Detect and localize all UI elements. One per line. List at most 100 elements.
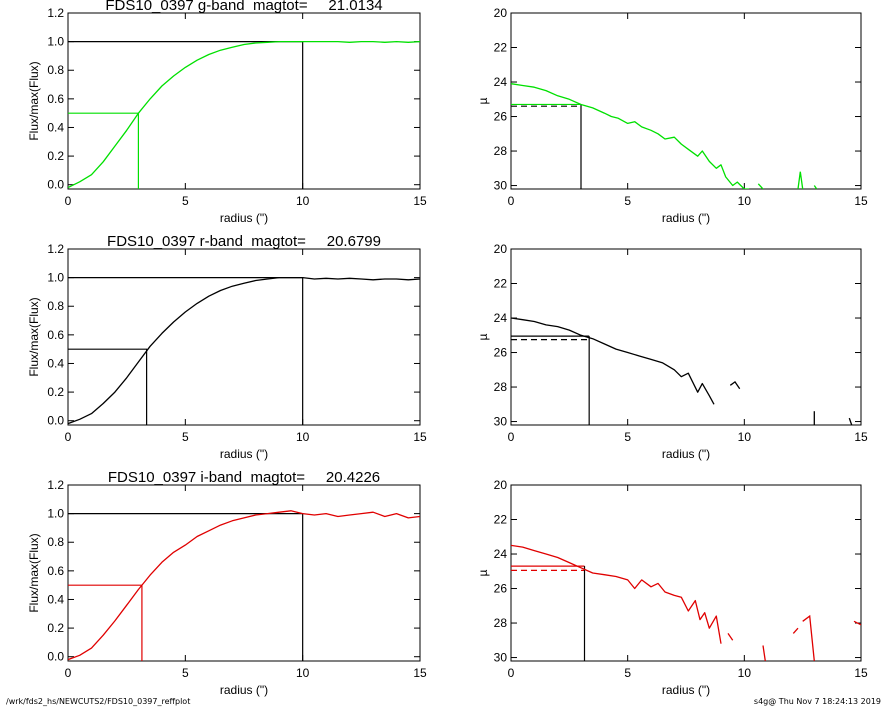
y-tick-label: 0.6 <box>47 92 64 106</box>
y-tick-label: 0.0 <box>47 650 64 664</box>
y-tick-label: 1.2 <box>47 6 64 20</box>
x-tick-label: 10 <box>296 194 310 208</box>
plot-area <box>511 544 861 661</box>
y-tick-label: 0.2 <box>47 621 64 635</box>
series-segment-i-band <box>802 614 815 661</box>
y-tick-label: 22 <box>494 513 508 527</box>
y-tick-label: 26 <box>494 346 508 360</box>
y-tick-label: 28 <box>494 380 508 394</box>
x-axis-label: radius (") <box>662 211 710 225</box>
x-tick-label: 15 <box>413 430 427 444</box>
y-tick-label: 0.2 <box>47 149 64 163</box>
x-tick-label: 5 <box>624 666 631 680</box>
series-segment-i-band <box>853 620 861 626</box>
x-axis-label: radius (") <box>220 211 268 225</box>
plot-area <box>68 510 420 661</box>
series-segment-i-band <box>762 645 766 661</box>
y-tick-label: 28 <box>494 616 508 630</box>
series-segment-r-band <box>848 417 853 425</box>
panel-r-surface-brightness: 0 5 10 15 20 22 24 26 28 30 radius (") µ <box>476 242 868 461</box>
y-axis-label: Flux/max(Flux) <box>27 297 41 376</box>
chart-title: FDS10_0397 r-band magtot= 20.6799 <box>107 233 381 250</box>
y-axis-label: Flux/max(Flux) <box>27 61 41 140</box>
half-light-line <box>68 348 148 425</box>
plot-frame <box>510 484 862 662</box>
y-tick-label: 22 <box>494 277 508 291</box>
total-radius-line <box>68 41 304 189</box>
footer-file-path: /wrk/fds2_hs/NEWCUTS2/FDS10_0397_reffplo… <box>6 697 191 706</box>
y-tick-label: 26 <box>494 582 508 596</box>
x-tick-label: 15 <box>854 666 868 680</box>
series-line-r-band <box>511 317 715 405</box>
total-radius-line <box>68 513 304 661</box>
y-tick-label: 1.2 <box>47 242 64 256</box>
x-tick-label: 5 <box>624 430 631 444</box>
y-tick-label: 28 <box>494 144 508 158</box>
x-tick-label: 15 <box>854 430 868 444</box>
plot-frame <box>67 248 421 426</box>
half-light-line <box>68 584 143 661</box>
panel-r-growth-curve: 0 5 10 15 0.0 0.2 0.4 0.6 0.8 1.0 1.2 radius (") Flu… <box>27 233 427 461</box>
panel-g-growth-curve: 0 5 10 15 0.0 0.2 0.4 0.6 0.8 1.0 1.2 radius (") Flu… <box>27 0 427 225</box>
y-tick-label: 1.2 <box>47 478 64 492</box>
y-tick-label: 24 <box>494 311 508 325</box>
half-light-line <box>68 112 139 189</box>
y-tick-label: 0.8 <box>47 299 64 313</box>
plot-frame <box>67 484 421 662</box>
x-tick-label: 15 <box>413 194 427 208</box>
plot-area <box>511 83 818 189</box>
y-tick-label: 22 <box>494 41 508 55</box>
chart-title: FDS10_0397 g-band magtot= 21.0134 <box>105 0 382 14</box>
chart-title: FDS10_0397 i-band magtot= 20.4226 <box>108 469 380 486</box>
series-line-r-band <box>68 276 420 425</box>
y-axis-label: µ <box>476 97 490 104</box>
y-tick-label: 30 <box>494 415 508 429</box>
y-tick-label: 20 <box>494 478 508 492</box>
x-tick-label: 0 <box>508 430 515 444</box>
y-tick-label: 0.4 <box>47 356 64 370</box>
plot-frame <box>510 12 862 190</box>
y-tick-label: 0.4 <box>47 120 64 134</box>
footer-timestamp: s4g@ Thu Nov 7 18:24:13 2019 <box>753 697 881 706</box>
series-segment-i-band <box>727 633 734 641</box>
y-tick-label: 30 <box>494 179 508 193</box>
y-tick-label: 30 <box>494 651 508 665</box>
x-tick-label: 10 <box>738 430 752 444</box>
y-tick-label: 24 <box>494 547 508 561</box>
x-tick-label: 0 <box>508 194 515 208</box>
y-tick-label: 20 <box>494 6 508 20</box>
series-segment-i-band <box>792 627 799 634</box>
x-tick-label: 15 <box>413 666 427 680</box>
y-tick-label: 0.6 <box>47 564 64 578</box>
x-axis-label: radius (") <box>662 447 710 461</box>
y-tick-label: 20 <box>494 242 508 256</box>
x-axis-label: radius (") <box>662 683 710 697</box>
y-tick-label: 1.0 <box>47 35 64 49</box>
x-tick-label: 0 <box>508 666 515 680</box>
series-segment-r-band <box>729 380 741 390</box>
y-axis-label: µ <box>476 333 490 340</box>
panel-g-surface-brightness: 0 5 10 15 20 22 24 26 28 30 radius (") µ <box>476 6 868 225</box>
x-tick-label: 10 <box>738 194 752 208</box>
plot-area <box>511 317 853 425</box>
x-tick-label: 0 <box>65 430 72 444</box>
x-tick-label: 0 <box>65 666 72 680</box>
y-tick-label: 0.0 <box>47 178 64 192</box>
x-tick-label: 5 <box>182 430 189 444</box>
series-segment-g-band <box>757 183 764 189</box>
x-axis-label: radius (") <box>220 447 268 461</box>
y-tick-label: 0.8 <box>47 535 64 549</box>
series-segment-g-band <box>797 171 804 189</box>
x-axis-label: radius (") <box>220 683 268 697</box>
plot-area <box>68 276 420 425</box>
y-axis-label: Flux/max(Flux) <box>27 533 41 612</box>
series-line-i-band <box>511 544 722 644</box>
y-tick-label: 0.8 <box>47 63 64 77</box>
y-tick-label: 26 <box>494 110 508 124</box>
series-segment-g-band <box>813 185 818 189</box>
plot-frame <box>510 248 862 426</box>
panel-i-surface-brightness: 0 5 10 15 20 22 24 26 28 30 radius (") µ <box>476 478 868 697</box>
y-tick-label: 0.6 <box>47 328 64 342</box>
x-tick-label: 5 <box>182 666 189 680</box>
